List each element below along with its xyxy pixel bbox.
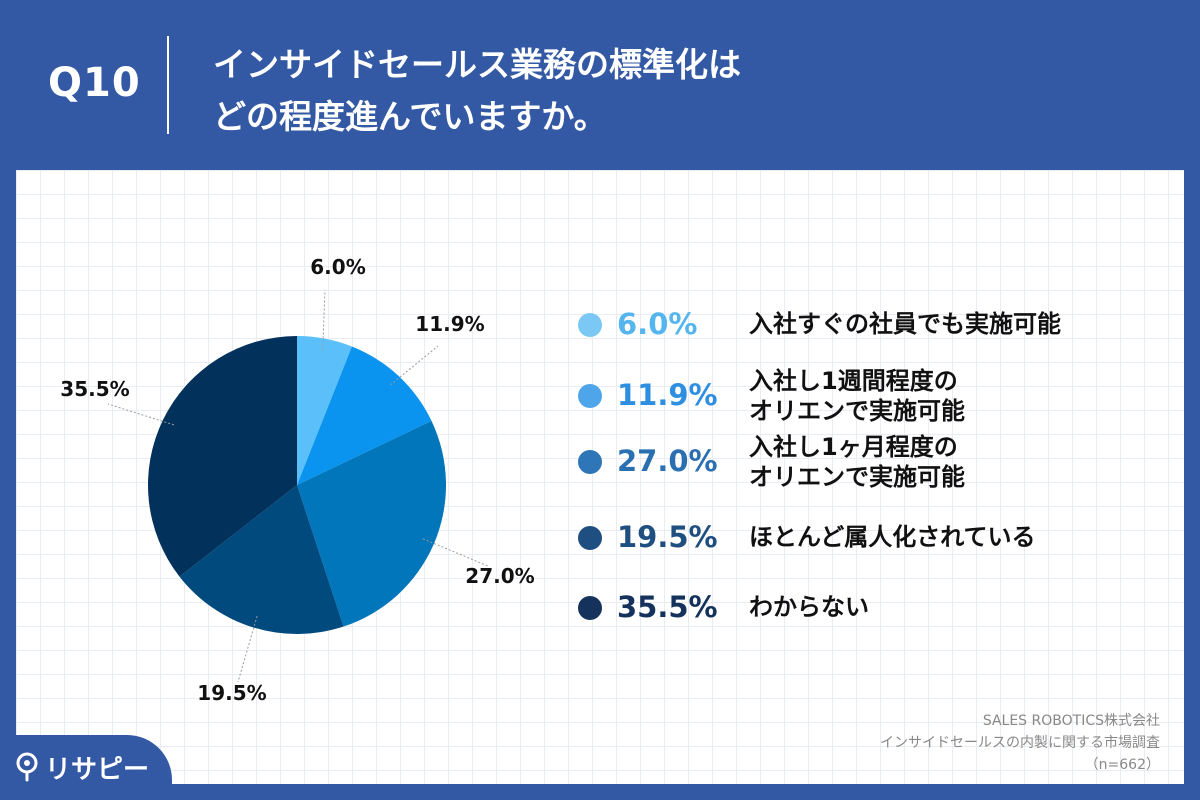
leader-line (107, 403, 175, 426)
pin-icon (16, 752, 38, 782)
legend-percentage: 19.5% (617, 520, 718, 554)
legend-item: 6.0% 入社すぐの社員でも実施可能 (0, 307, 1061, 378)
pie-value-label: 27.0% (465, 564, 534, 588)
brand-logo: リサピー (0, 735, 172, 800)
legend-label: 入社し1ヶ月程度の オリエンで実施可能 (749, 432, 965, 492)
legend-dot (578, 313, 602, 337)
header-divider (167, 36, 169, 134)
legend-dot (578, 450, 602, 474)
question-title-line1: インサイドセールス業務の標準化は (213, 45, 741, 84)
source-note: SALES ROBOTICS株式会社 インサイドセールスの内製に関する市場調査 … (880, 710, 1160, 776)
pie-value-label: 11.9% (415, 312, 484, 336)
legend-label-line2: オリエンで実施可能 (749, 463, 965, 491)
legend-item: 35.5% わからない (0, 580, 869, 650)
legend-dot (578, 526, 602, 550)
pie-slice (297, 346, 432, 485)
legend-label-line1: 入社し1ヶ月程度の (749, 433, 958, 461)
legend-label: 入社し1週間程度の オリエンで実施可能 (749, 366, 965, 426)
legend-label: 入社すぐの社員でも実施可能 (749, 309, 1061, 339)
legend-item: 19.5% ほとんど属人化されている (0, 510, 1036, 580)
legend-label: ほとんど属人化されている (749, 522, 1036, 552)
legend-percentage: 35.5% (617, 590, 718, 624)
legend-label-line1: 入社すぐの社員でも実施可能 (749, 310, 1061, 338)
pie-slice (147, 336, 297, 577)
source-survey: インサイドセールスの内製に関する市場調査 (880, 735, 1160, 751)
leader-line (237, 615, 258, 683)
pie-slice (297, 420, 447, 627)
legend-item: 11.9% 入社し1週間程度の オリエンで実施可能 (0, 367, 965, 438)
pie-value-label: 6.0% (310, 255, 365, 279)
header: Q10 インサイドセールス業務の標準化は どの程度進んでいますか。 (0, 0, 1200, 170)
legend-label: わからない (749, 592, 869, 622)
question-title-line2: どの程度進んでいますか。 (213, 97, 607, 136)
pie-slice (179, 485, 344, 634)
legend-percentage: 27.0% (617, 444, 718, 478)
legend-dot (578, 384, 602, 408)
legend-item: 27.0% 入社し1ヶ月程度の オリエンで実施可能 (0, 433, 965, 504)
logo-text: リサピー (45, 755, 150, 785)
legend-dot (578, 596, 602, 620)
source-sample-size: （n=662） (1084, 757, 1160, 773)
source-company: SALES ROBOTICS株式会社 (982, 713, 1160, 729)
pie-value-label: 35.5% (60, 377, 129, 401)
legend-label-line2: オリエンで実施可能 (749, 397, 965, 425)
pie-value-label: 19.5% (197, 681, 266, 705)
question-number: Q10 (48, 60, 141, 106)
legend-percentage: 11.9% (617, 378, 718, 412)
legend-label-line1: わからない (749, 593, 869, 621)
legend-label-line1: ほとんど属人化されている (749, 523, 1036, 551)
legend-percentage: 6.0% (617, 307, 698, 341)
legend-label-line1: 入社し1週間程度の (749, 367, 958, 395)
pie-slice (297, 336, 352, 485)
